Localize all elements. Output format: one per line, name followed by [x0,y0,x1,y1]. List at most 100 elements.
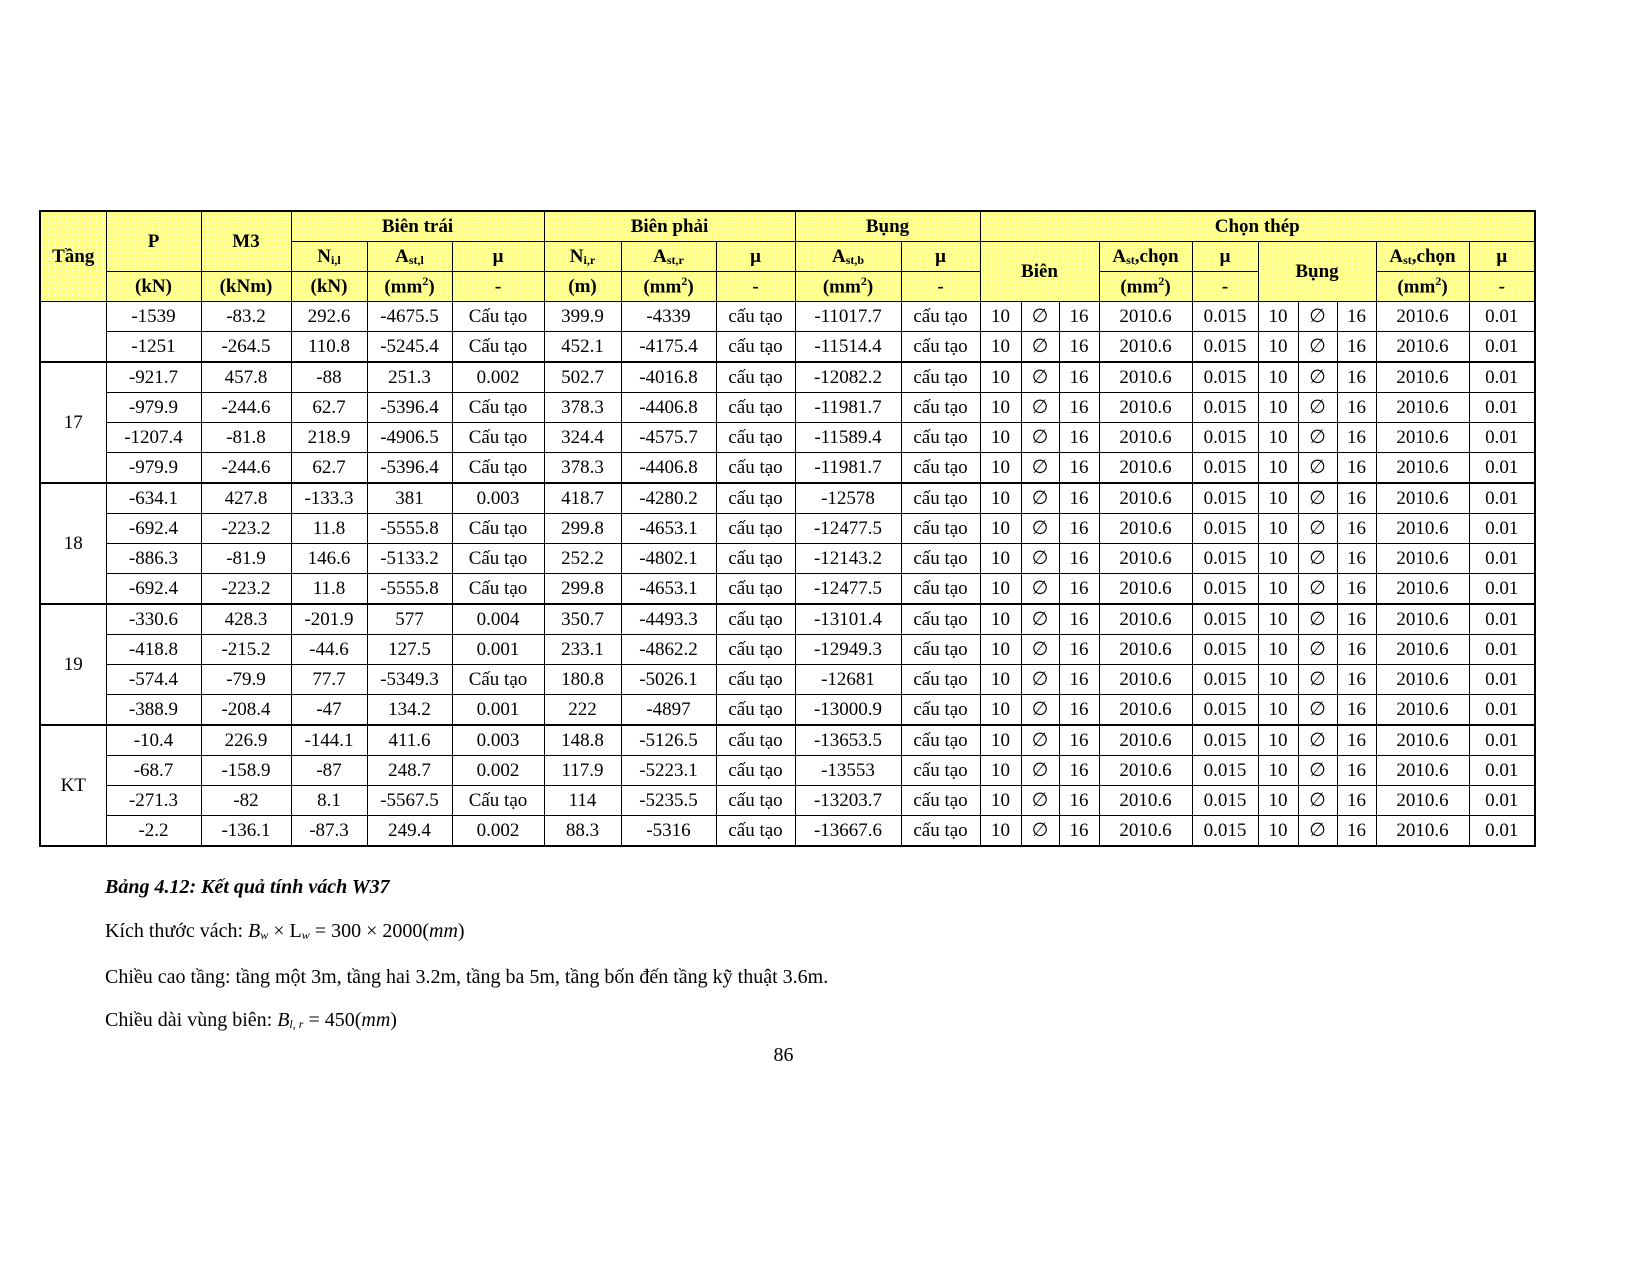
table-cell: cấu tạo [715,513,796,544]
table-cell: 16 [1058,755,1100,786]
table-cell: 0.015 [1191,513,1259,544]
table-cell: 2010.6 [1098,301,1193,332]
table-cell: 251.3 [366,361,453,393]
table-cell: -5555.8 [366,573,453,605]
table-cell: Cấu tạo [451,331,545,363]
table-row: KT -10.4 226.9 -144.1 411.6 0.003 148.8 -5126.5… [39,724,1536,847]
table-cell: cấu tạo [715,452,796,484]
table-cell: 2010.6 [1098,724,1193,756]
table-cell: 16 [1058,361,1100,393]
table-row: -574.4 -79.9 77.7 -5349.3 Cấu tạo 180.8 -5026.… [40,664,1536,695]
table-cell: cấu tạo [900,603,981,635]
table-cell: 399.9 [543,301,622,332]
table-cell: 299.8 [543,513,622,544]
table-cell: cấu tạo [715,482,796,514]
table-cell: ∅ [1020,301,1060,332]
table-cell: 10 [1257,664,1299,695]
table-cell: 16 [1058,331,1100,363]
table-cell: cấu tạo [900,513,981,544]
table-cell: -4653.1 [620,573,717,605]
table-cell: -81.8 [200,422,292,453]
table-cell: 2010.6 [1375,724,1470,756]
table-cell: -215.2 [200,634,292,665]
table-cell: -4653.1 [620,513,717,544]
table-cell: ∅ [1297,573,1338,605]
table-cell: ∅ [1020,785,1060,816]
table-cell: 292.6 [290,301,368,332]
wall-dimensions: Kích thước vách: Bw × Lw = 300 × 2000(mm… [105,920,465,942]
unit-ast-chon-bien: (mm2) [1098,271,1193,302]
header-ast-b: Ast,b [794,241,902,272]
table-cell: 0.004 [451,603,545,635]
table-cell: 146.6 [290,543,368,574]
table-cell: 2010.6 [1375,634,1470,665]
table-cell: 88.3 [543,815,622,847]
table-cell: 10 [979,664,1022,695]
table-cell: -5235.5 [620,785,717,816]
table-cell: Cấu tạo [451,785,545,816]
table-cell: 2010.6 [1098,543,1193,574]
table-cell: 350.7 [543,603,622,635]
table-cell: 378.3 [543,452,622,484]
table-cell: 0.01 [1468,603,1536,635]
header-m3: M3 [200,210,292,272]
table-cell: 2010.6 [1098,452,1193,484]
table-body: -1539 -83.2 292.6 -4675.5 Cấu tạo 399.9 -4339 c… [39,301,1536,847]
table-cell: cấu tạo [715,694,796,726]
table-cell: 2010.6 [1375,755,1470,786]
table-cell: 0.01 [1468,392,1536,423]
table-cell: 10 [979,513,1022,544]
table-cell: 10 [1257,392,1299,423]
floor-label [39,301,107,363]
table-cell: 0.015 [1191,452,1259,484]
table-cell: 10 [979,694,1022,726]
table-row: 19 -330.6 428.3 -201.9 577 0.004 350.7 -4493.3 c… [39,603,1536,726]
table-cell: 0.01 [1468,785,1536,816]
table-cell: 411.6 [366,724,453,756]
table-cell: -5223.1 [620,755,717,786]
table-cell: 2010.6 [1375,603,1470,635]
table-cell: 10 [1257,755,1299,786]
table-row: -979.9 -244.6 62.7 -5396.4 Cấu tạo 378.3 -4406… [40,392,1536,423]
table-cell: 324.4 [543,422,622,453]
table-cell: 0.002 [451,815,545,847]
table-cell: cấu tạo [900,452,981,484]
table-cell: 16 [1058,543,1100,574]
table-cell: cấu tạo [715,664,796,695]
table-cell: 10 [979,785,1022,816]
table-cell: -2.2 [105,815,202,847]
table-cell: -13667.6 [794,815,902,847]
table-cell: 0.01 [1468,543,1536,574]
table-row: -692.4 -223.2 11.8 -5555.8 Cấu tạo 299.8 -4653… [40,573,1536,605]
table-row: -1251 -264.5 110.8 -5245.4 Cấu tạo 452.1 -4175… [40,331,1536,363]
table-cell: 0.015 [1191,392,1259,423]
table-row: -388.9 -208.4 -47 134.2 0.001 222 -4897 cấu tạo… [40,694,1536,726]
table-cell: 2010.6 [1098,482,1193,514]
table-cell: 0.01 [1468,634,1536,665]
table-cell: 428.3 [200,603,292,635]
table-row: -979.9 -244.6 62.7 -5396.4 Cấu tạo 378.3 -4406… [40,452,1536,484]
table-cell: 249.4 [366,815,453,847]
table-cell: 16 [1058,573,1100,605]
table-cell: -4339 [620,301,717,332]
table-cell: 16 [1336,422,1377,453]
table-cell: 2010.6 [1098,755,1193,786]
table-cell: -5567.5 [366,785,453,816]
table-cell: 10 [979,361,1022,393]
table-cell: 457.8 [200,361,292,393]
header-mu-bung: μ [1468,241,1536,272]
table-cell: -4675.5 [366,301,453,332]
table-cell: 2010.6 [1375,331,1470,363]
table-cell: cấu tạo [900,331,981,363]
table-cell: cấu tạo [715,361,796,393]
floor-label: 17 [39,361,107,484]
table-cell: -13553 [794,755,902,786]
table-cell: 0.01 [1468,422,1536,453]
boundary-length: Chiều dài vùng biên: Bl, r = 450(mm) [105,1009,397,1031]
table-cell: 248.7 [366,755,453,786]
table-cell: -13203.7 [794,785,902,816]
table-cell: 16 [1058,482,1100,514]
header-ast-r: Ast,r [620,241,717,272]
table-cell: cấu tạo [715,422,796,453]
table-cell: -208.4 [200,694,292,726]
